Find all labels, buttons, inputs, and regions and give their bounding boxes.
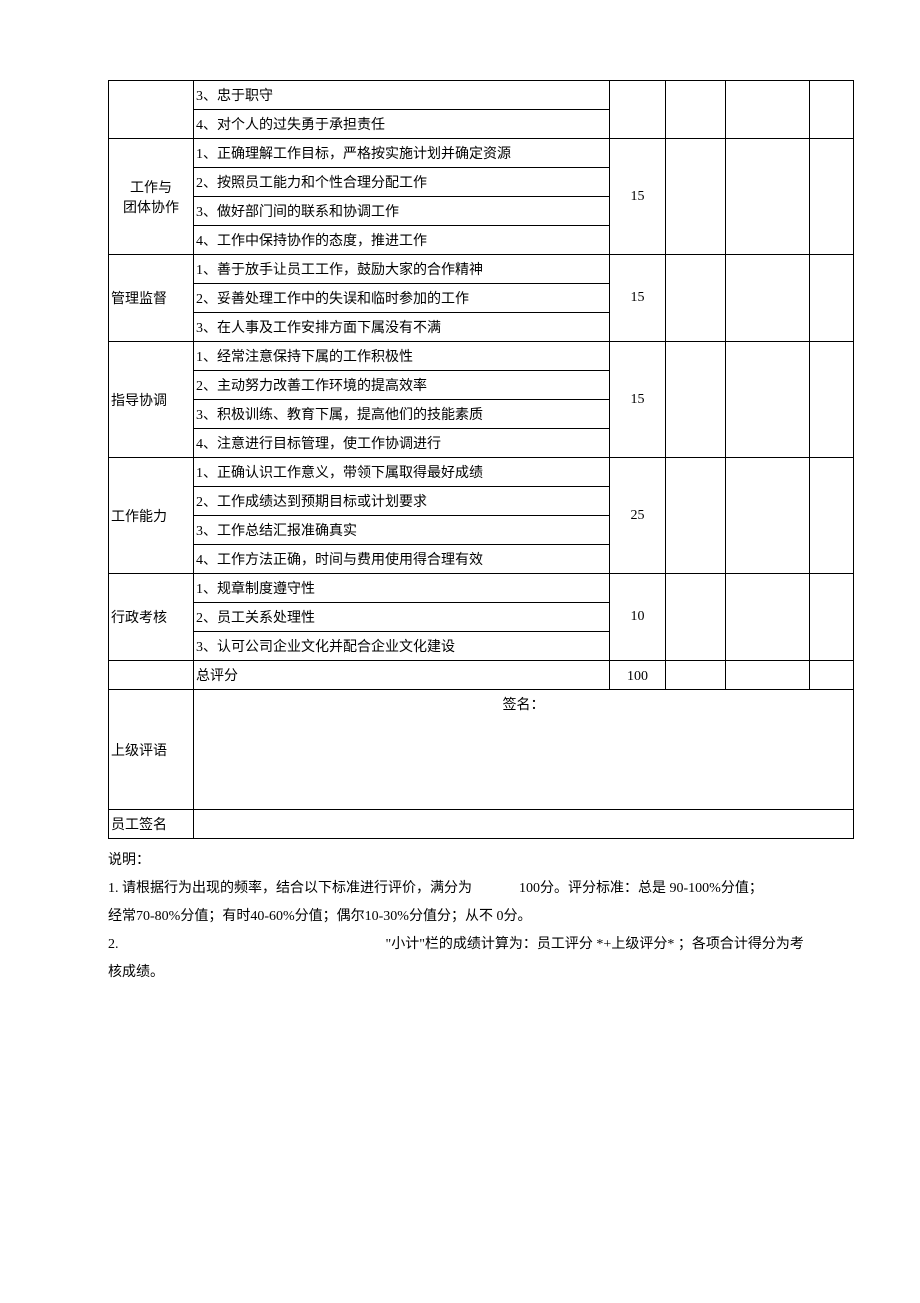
empty-cell [810, 661, 854, 690]
supervisor-sign-cell: 签名： [194, 690, 854, 810]
empty-cell [666, 574, 726, 661]
content-cell: 3、认可公司企业文化并配合企业文化建设 [194, 632, 610, 661]
category-cell: 行政考核 [109, 574, 194, 661]
table-row: 3、忠于职守 [109, 81, 854, 110]
content-cell: 1、善于放手让员工工作，鼓励大家的合作精神 [194, 255, 610, 284]
employee-sign-cell [194, 810, 854, 839]
total-label: 总评分 [194, 661, 610, 690]
empty-cell [666, 139, 726, 255]
category-cell [109, 81, 194, 139]
content-cell: 4、工作方法正确，时间与费用使用得合理有效 [194, 545, 610, 574]
content-cell: 2、妥善处理工作中的失误和临时参加的工作 [194, 284, 610, 313]
score-cell: 10 [610, 574, 666, 661]
supervisor-row: 上级评语签名： [109, 690, 854, 810]
empty-cell [726, 81, 810, 139]
content-cell: 3、忠于职守 [194, 81, 610, 110]
empty-cell [810, 139, 854, 255]
table-row: 管理监督1、善于放手让员工工作，鼓励大家的合作精神15 [109, 255, 854, 284]
empty-cell [726, 255, 810, 342]
notes-section: 说明： 1. 请根据行为出现的频率，结合以下标准进行评价，满分为 100分。评分… [108, 847, 812, 987]
content-cell: 4、注意进行目标管理，使工作协调进行 [194, 429, 610, 458]
empty-cell [666, 255, 726, 342]
notes-line1: 说明： [108, 847, 812, 875]
content-cell: 2、员工关系处理性 [194, 603, 610, 632]
empty-cell [810, 255, 854, 342]
score-cell: 25 [610, 458, 666, 574]
content-cell: 1、经常注意保持下属的工作积极性 [194, 342, 610, 371]
supervisor-label: 上级评语 [109, 690, 194, 810]
total-row: 总评分100 [109, 661, 854, 690]
content-cell: 1、正确认识工作意义，带领下属取得最好成绩 [194, 458, 610, 487]
content-cell: 1、规章制度遵守性 [194, 574, 610, 603]
empty-cell [726, 574, 810, 661]
sign-label: 签名： [196, 694, 851, 714]
content-cell: 2、按照员工能力和个性合理分配工作 [194, 168, 610, 197]
assessment-table: 3、忠于职守4、对个人的过失勇于承担责任工作与团体协作1、正确理解工作目标，严格… [108, 80, 854, 839]
table-row: 工作能力1、正确认识工作意义，带领下属取得最好成绩25 [109, 458, 854, 487]
table-row: 行政考核1、规章制度遵守性10 [109, 574, 854, 603]
total-score: 100 [610, 661, 666, 690]
content-cell: 1、正确理解工作目标，严格按实施计划并确定资源 [194, 139, 610, 168]
notes-line2: 1. 请根据行为出现的频率，结合以下标准进行评价，满分为 100分。评分标准：总… [108, 875, 812, 903]
empty-cell [666, 342, 726, 458]
score-cell: 15 [610, 342, 666, 458]
content-cell: 4、对个人的过失勇于承担责任 [194, 110, 610, 139]
content-cell: 4、工作中保持协作的态度，推进工作 [194, 226, 610, 255]
empty-cell [810, 574, 854, 661]
empty-cell [666, 661, 726, 690]
table-row: 指导协调1、经常注意保持下属的工作积极性15 [109, 342, 854, 371]
content-cell: 3、工作总结汇报准确真实 [194, 516, 610, 545]
total-cat [109, 661, 194, 690]
empty-cell [726, 139, 810, 255]
empty-cell [666, 458, 726, 574]
empty-cell [726, 458, 810, 574]
empty-cell [810, 81, 854, 139]
empty-cell [726, 342, 810, 458]
score-cell: 15 [610, 139, 666, 255]
category-cell: 指导协调 [109, 342, 194, 458]
score-cell: 15 [610, 255, 666, 342]
empty-cell [666, 81, 726, 139]
notes-line4: 2. "小计"栏的成绩计算为：员工评分 *+上级评分* ；各项合计得分为考核成绩… [108, 931, 812, 987]
content-cell: 2、工作成绩达到预期目标或计划要求 [194, 487, 610, 516]
empty-cell [726, 661, 810, 690]
content-cell: 3、在人事及工作安排方面下属没有不满 [194, 313, 610, 342]
content-cell: 3、做好部门间的联系和协调工作 [194, 197, 610, 226]
category-cell: 工作能力 [109, 458, 194, 574]
employee-sign-row: 员工签名 [109, 810, 854, 839]
content-cell: 3、积极训练、教育下属，提高他们的技能素质 [194, 400, 610, 429]
category-cell: 管理监督 [109, 255, 194, 342]
employee-sign-label: 员工签名 [109, 810, 194, 839]
score-cell [610, 81, 666, 139]
notes-line3: 经常70-80%分值；有时40-60%分值；偶尔10-30%分值分；从不 0分。 [108, 903, 812, 931]
empty-cell [810, 342, 854, 458]
empty-cell [810, 458, 854, 574]
table-row: 工作与团体协作1、正确理解工作目标，严格按实施计划并确定资源15 [109, 139, 854, 168]
category-cell: 工作与团体协作 [109, 139, 194, 255]
content-cell: 2、主动努力改善工作环境的提高效率 [194, 371, 610, 400]
